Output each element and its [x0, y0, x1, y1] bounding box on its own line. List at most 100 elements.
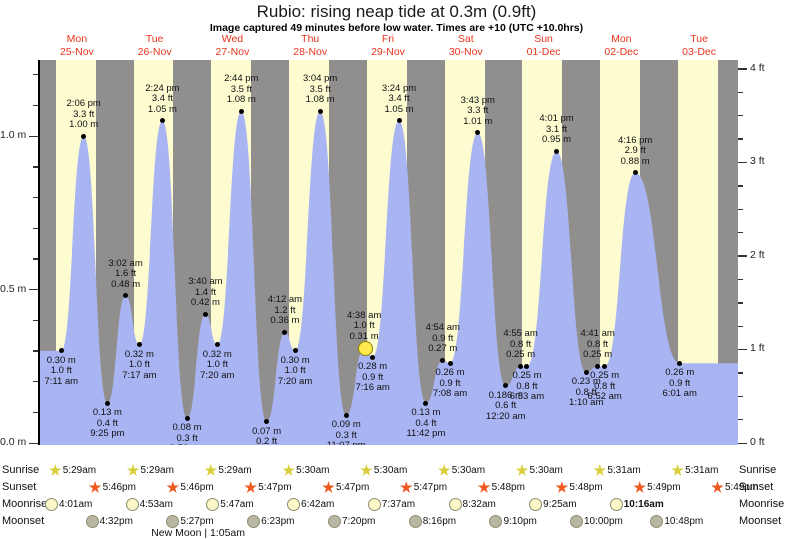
row-label-sunset-left: Sunset	[2, 481, 37, 493]
tide-point-high-23	[518, 363, 524, 369]
y-axis-line	[38, 60, 40, 445]
y-label-right-4: 0 ft	[750, 436, 765, 448]
sunset-time: 5:47pm	[413, 482, 448, 493]
sunrise-item-4: 5:30am	[360, 464, 407, 477]
tide-label-high-27: 4:41 am 0.8 ft 0.25 m	[561, 329, 635, 361]
moonrise-circle-icon	[125, 498, 139, 511]
tide-label-high-9: 2:44 pm 3.5 ft 1.08 m	[204, 74, 278, 106]
tide-label-line: 0.48 m	[111, 278, 141, 290]
sunrise-star-icon	[282, 464, 295, 476]
tide-label-line: 3:24 pm	[381, 82, 417, 94]
tide-label-high-21: 3:43 pm 3.3 ft 1.01 m	[441, 95, 515, 128]
tide-label-line: 1.0 ft	[284, 365, 306, 377]
y-tick-right-2	[738, 395, 743, 398]
moonrise-time: 9:25am	[543, 499, 577, 510]
moonset-circle-icon	[166, 515, 180, 528]
moonset-time: 6:23pm	[261, 516, 295, 527]
sunset-star-icon	[711, 481, 724, 493]
tide-point-low-6	[184, 415, 190, 421]
moonset-item-0: 4:32pm	[85, 515, 133, 528]
tide-label-high-15: 4:38 am 1.0 ft 0.31 m	[327, 309, 401, 343]
moonrise-item-6: 9:25am	[529, 498, 577, 511]
sunset-time: 5:48pm	[569, 482, 603, 493]
moonset-item-2: 6:23pm	[247, 515, 294, 528]
tide-point-low-22	[503, 383, 509, 389]
tide-label-line: 1.01 m	[463, 115, 493, 127]
tide-label-low-4: 0.32 m 1.0 ft 7:17 am	[102, 349, 176, 382]
tide-label-line: 4:12 am	[267, 294, 303, 306]
moonrise-circle-icon	[529, 498, 543, 511]
tide-label-line: 1.05 m	[384, 103, 414, 115]
date-header-date: 29-Nov	[371, 45, 405, 58]
date-header-dow: Sat	[457, 33, 474, 45]
sunrise-time: 5:31am	[685, 465, 719, 476]
tide-label-high-29: 4:16 pm 2.9 ft 0.88 m	[598, 134, 672, 168]
tide-label-line: 1.05 m	[147, 103, 177, 115]
row-label-sunrise-left: Sunrise	[2, 464, 40, 476]
moonrise-circle-icon	[206, 498, 220, 511]
sunset-item-1: 5:46pm	[166, 481, 214, 494]
tide-point-high-27	[595, 363, 601, 369]
tide-label-high-7: 3:40 am 1.4 ft 0.42 m	[168, 277, 242, 309]
tide-point-low-20	[447, 360, 453, 366]
y-label-right-0: 4 ft	[750, 61, 765, 74]
tide-chart-plot: 0.30 m 1.0 ft 7:11 am 2:06 pm 3.3 ft 1.00 m 0.…	[38, 60, 738, 445]
tide-label-line: 4:38 am	[346, 309, 382, 321]
tide-label-high-17: 3:24 pm 3.4 ft 1.05 m	[362, 82, 436, 116]
tide-label-line: 0.3 ft	[335, 429, 357, 441]
sunset-item-6: 5:48pm	[555, 481, 603, 494]
moonset-circle-icon	[408, 515, 422, 528]
y-tick-right-0	[738, 442, 747, 444]
sunrise-time: 5:31am	[607, 465, 641, 476]
sunrise-star-icon	[126, 464, 140, 476]
date-header-dow: Wed	[221, 33, 244, 45]
tide-label-high-3: 3:02 am 1.6 ft 0.48 m	[89, 258, 163, 291]
tide-label-line: 0.8 ft	[575, 386, 597, 398]
sunset-time: 5:47pm	[258, 482, 292, 493]
sunset-time: 5:48pm	[491, 482, 525, 493]
date-header-dow: Fri	[381, 33, 395, 45]
y-tick-left-12	[33, 74, 38, 76]
tide-label-line: 6:01 am	[662, 388, 697, 400]
y-label-left-2: 0.0 m	[0, 436, 27, 448]
y-tick-left-10	[29, 135, 38, 137]
moonrise-circle-icon	[287, 498, 301, 511]
tide-label-line: 0.23 m	[571, 376, 601, 388]
moonrise-time: 7:37am	[381, 499, 416, 510]
sunset-time: 5:46pm	[102, 482, 136, 493]
tide-label-line: 1.0 ft	[128, 359, 150, 371]
sunrise-item-8: 5:31am	[671, 464, 718, 477]
night-band-morning-6	[504, 60, 523, 445]
tide-point-low-30	[677, 360, 683, 366]
sunrise-star-icon	[437, 464, 451, 476]
tide-point-high-19	[440, 357, 446, 363]
current-tide-marker	[357, 341, 373, 357]
date-header-2: Wed 27-Nov	[194, 33, 272, 58]
tide-label-line: 7:08 am	[432, 388, 468, 400]
tide-label-line: 4:16 pm	[617, 134, 653, 146]
y-tick-left-7	[33, 227, 38, 229]
tide-label-line: 0.28 m	[358, 361, 388, 373]
moonrise-item-1: 4:53am	[125, 498, 173, 511]
tide-label-line: 3.3 ft	[73, 108, 95, 120]
tide-point-low-10	[264, 419, 270, 424]
y-tick-right-3	[738, 372, 743, 374]
y-label-left-1: 0.5 m	[0, 282, 27, 295]
moonrise-item-3: 6:42am	[287, 498, 334, 511]
tide-curve-water-fill	[38, 111, 738, 445]
sunset-star-icon	[399, 481, 413, 493]
tide-label-line: 3.4 ft	[151, 93, 173, 105]
moonset-circle-icon	[327, 515, 341, 528]
tide-label-line: 6:52 am	[587, 391, 622, 403]
moonset-time: 4:32pm	[99, 516, 133, 527]
date-header-dow: Mon	[66, 33, 88, 45]
tide-point-high-5	[159, 118, 165, 124]
tide-label-line: 0.30 m	[46, 354, 76, 366]
y-tick-left-4	[33, 319, 38, 322]
date-header-4: Fri 29-Nov	[349, 33, 427, 58]
tide-label-low-10: 0.07 m0.2 ft10:33 pm	[230, 426, 304, 445]
y-tick-left-8	[33, 196, 38, 199]
date-header-7: Mon 02-Dec	[582, 33, 660, 58]
y-tick-right-5	[738, 325, 743, 327]
tide-label-line: 0.8 ft	[510, 338, 532, 350]
